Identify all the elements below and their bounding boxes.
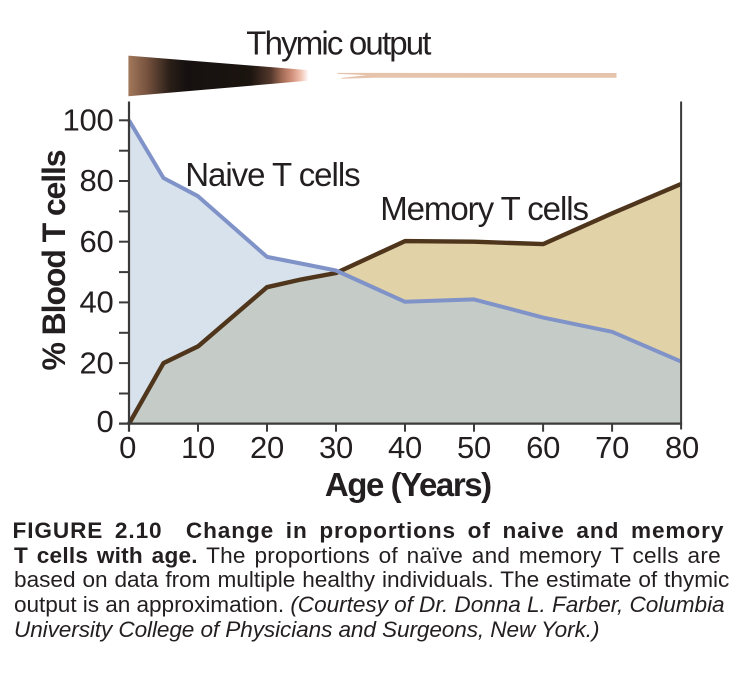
svg-text:60: 60 <box>80 224 114 259</box>
svg-text:Naive T cells: Naive T cells <box>185 156 360 193</box>
svg-text:Memory T cells: Memory T cells <box>380 190 588 227</box>
svg-text:20: 20 <box>80 345 114 380</box>
svg-text:% Blood T cells: % Blood T cells <box>36 150 72 370</box>
svg-text:40: 40 <box>388 430 422 465</box>
svg-text:10: 10 <box>181 430 215 465</box>
svg-text:50: 50 <box>457 430 491 465</box>
svg-text:Age (Years): Age (Years) <box>325 466 491 503</box>
svg-text:30: 30 <box>319 430 353 465</box>
svg-text:80: 80 <box>80 163 114 198</box>
svg-text:60: 60 <box>526 430 560 465</box>
svg-text:40: 40 <box>80 285 114 320</box>
svg-text:100: 100 <box>63 103 114 138</box>
svg-text:Thymic output: Thymic output <box>246 25 431 62</box>
svg-text:0: 0 <box>97 404 114 439</box>
svg-text:20: 20 <box>250 430 284 465</box>
svg-text:70: 70 <box>595 430 629 465</box>
svg-text:0: 0 <box>119 430 136 465</box>
svg-text:80: 80 <box>665 430 699 465</box>
